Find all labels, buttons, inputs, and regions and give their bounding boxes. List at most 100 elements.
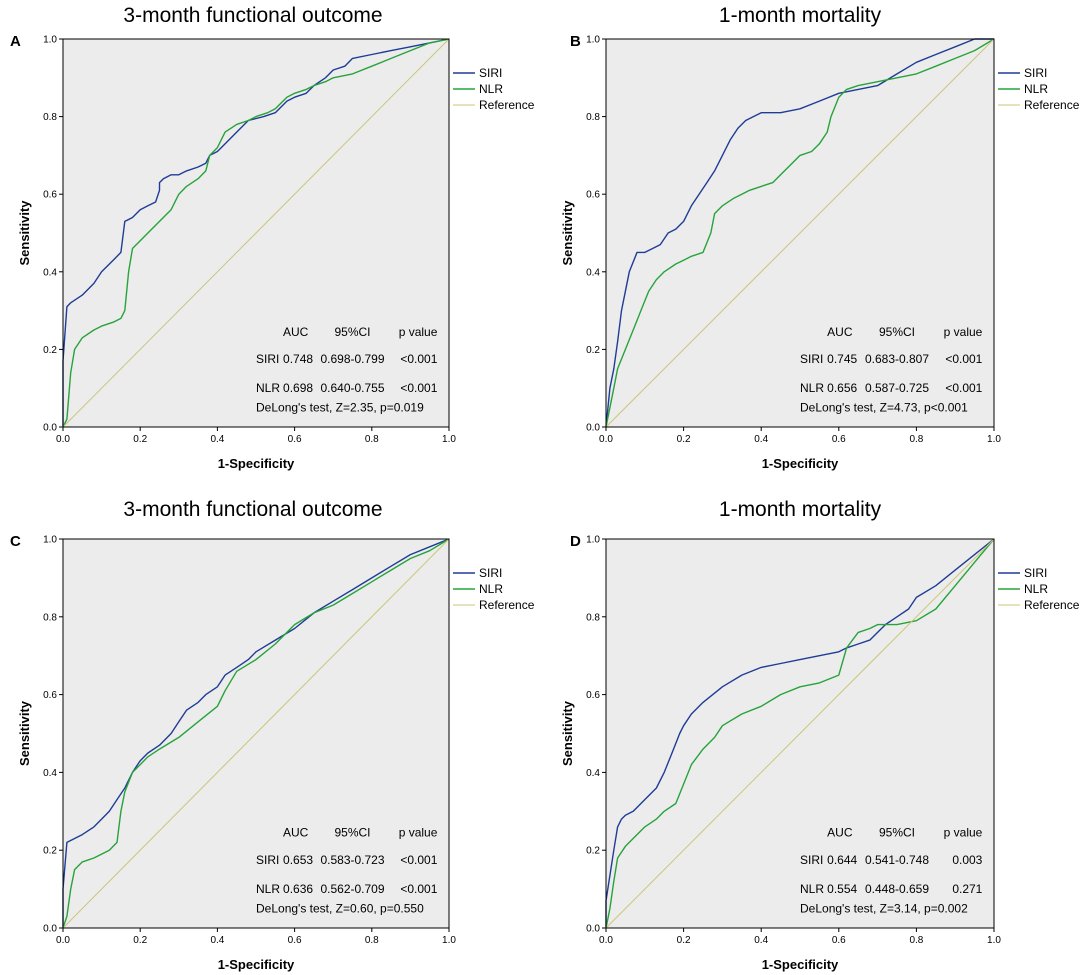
stats-auc-value: 0.745: [827, 352, 857, 366]
y-tick-label: 0.4: [586, 768, 600, 779]
stats-row-label: NLR: [256, 882, 280, 896]
stats-ci-value: 0.640-0.755: [320, 381, 384, 395]
stats-header-auc: AUC: [283, 826, 309, 840]
stats-row-label: SIRI: [256, 352, 279, 366]
y-tick-label: 0.2: [43, 345, 57, 356]
stats-row-label: NLR: [256, 381, 280, 395]
y-tick-label: 0.4: [586, 267, 600, 278]
stats-ci-value: 0.562-0.709: [320, 882, 384, 896]
panel-title: 1-month mortality: [719, 498, 882, 521]
delong-test-result: DeLong's test, Z=0.60, p=0.550: [256, 901, 424, 915]
x-tick-label: 1.0: [987, 935, 1001, 946]
y-axis-label: Sensitivity: [17, 700, 32, 766]
legend-label-siri: SIRI: [1024, 566, 1047, 580]
stats-auc-value: 0.554: [827, 882, 857, 896]
x-tick-label: 1.0: [442, 434, 456, 445]
stats-pvalue: <0.001: [400, 853, 437, 867]
x-tick-label: 0.8: [365, 434, 379, 445]
y-tick-label: 1.0: [43, 535, 57, 546]
x-tick-label: 0.0: [599, 434, 613, 445]
delong-test-result: DeLong's test, Z=2.35, p=0.019: [256, 400, 424, 414]
plot-border: [62, 538, 450, 929]
y-tick-label: 0.0: [43, 423, 57, 434]
x-tick-label: 0.0: [599, 935, 613, 946]
stats-row-label: SIRI: [800, 853, 823, 867]
roc-curve-nlr: [605, 38, 995, 428]
y-axis-label: Sensitivity: [560, 700, 575, 766]
stats-header-auc: AUC: [827, 325, 853, 339]
y-tick-label: 0.0: [43, 924, 57, 935]
y-tick-label: 0.6: [586, 190, 600, 201]
stats-pvalue: <0.001: [945, 381, 982, 395]
panel-title: 3-month functional outcome: [123, 4, 382, 27]
y-tick-label: 0.6: [43, 190, 57, 201]
plot-border: [62, 38, 450, 428]
x-tick-label: 0.6: [832, 434, 846, 445]
stats-ci-value: 0.541-0.748: [865, 853, 929, 867]
stats-header-ci: 95%CI: [334, 826, 370, 840]
y-tick-label: 1.0: [586, 535, 600, 546]
legend-label-reference: Reference: [479, 98, 535, 112]
stats-pvalue: 0.271: [952, 882, 982, 896]
stats-ci-value: 0.583-0.723: [320, 853, 384, 867]
legend-label-siri: SIRI: [1024, 66, 1047, 80]
y-axis-label: Sensitivity: [17, 200, 32, 266]
y-tick-label: 0.2: [586, 846, 600, 857]
stats-auc-value: 0.656: [827, 381, 857, 395]
y-tick-label: 0.8: [43, 612, 57, 623]
stats-auc-value: 0.698: [283, 381, 313, 395]
x-tick-label: 0.6: [288, 935, 302, 946]
stats-pvalue: 0.003: [952, 853, 982, 867]
y-tick-label: 0.4: [43, 267, 57, 278]
stats-row-label: SIRI: [800, 352, 823, 366]
legend-label-reference: Reference: [1024, 98, 1080, 112]
plot-border: [605, 538, 995, 929]
y-tick-label: 1.0: [43, 35, 57, 46]
stats-header-pvalue: p value: [944, 325, 983, 339]
x-tick-label: 0.8: [365, 935, 379, 946]
stats-auc-value: 0.636: [283, 882, 313, 896]
stats-ci-value: 0.683-0.807: [865, 352, 929, 366]
y-tick-label: 0.2: [586, 345, 600, 356]
panel-label: B: [570, 33, 581, 50]
plot-border: [605, 38, 995, 428]
roc-curve-nlr: [62, 538, 450, 929]
stats-row-label: NLR: [800, 882, 824, 896]
y-tick-label: 0.0: [586, 423, 600, 434]
legend-label-reference: Reference: [479, 598, 535, 612]
roc-panel-b: 1-month mortality B 0.0 0.2 0.4 0.6 0.8 1.0 0.0 0…: [560, 4, 1080, 471]
roc-curve-reference: [605, 38, 995, 428]
stats-header-ci: 95%CI: [879, 325, 915, 339]
legend-label-siri: SIRI: [479, 566, 502, 580]
x-axis-label: 1-Specificity: [218, 957, 295, 972]
x-tick-label: 0.4: [754, 935, 768, 946]
roc-panel-c: 3-month functional outcome C 0.0 0.2 0.4 0.6 0…: [10, 498, 535, 972]
legend-label-nlr: NLR: [1024, 582, 1048, 596]
x-tick-label: 1.0: [442, 935, 456, 946]
stats-row-label: SIRI: [256, 853, 279, 867]
legend-label-nlr: NLR: [479, 82, 503, 96]
stats-pvalue: <0.001: [945, 352, 982, 366]
y-tick-label: 0.8: [586, 112, 600, 123]
stats-auc-value: 0.748: [283, 352, 313, 366]
roc-panel-a: 3-month functional outcome A 0.0 0.2 0.4 0.6 0…: [10, 4, 535, 471]
y-tick-label: 0.0: [586, 924, 600, 935]
x-axis-label: 1-Specificity: [762, 456, 839, 471]
x-axis-label: 1-Specificity: [762, 957, 839, 972]
stats-auc-value: 0.653: [283, 853, 313, 867]
stats-header-pvalue: p value: [399, 826, 438, 840]
legend-label-reference: Reference: [1024, 598, 1080, 612]
legend-label-nlr: NLR: [1024, 82, 1048, 96]
stats-ci-value: 0.698-0.799: [320, 352, 384, 366]
x-tick-label: 0.0: [56, 434, 70, 445]
legend-label-nlr: NLR: [479, 582, 503, 596]
stats-ci-value: 0.448-0.659: [865, 882, 929, 896]
x-tick-label: 0.2: [677, 434, 691, 445]
y-tick-label: 0.4: [43, 768, 57, 779]
x-tick-label: 0.0: [56, 935, 70, 946]
stats-pvalue: <0.001: [400, 882, 437, 896]
roc-curve-nlr: [605, 538, 995, 929]
stats-pvalue: <0.001: [400, 352, 437, 366]
x-tick-label: 1.0: [987, 434, 1001, 445]
